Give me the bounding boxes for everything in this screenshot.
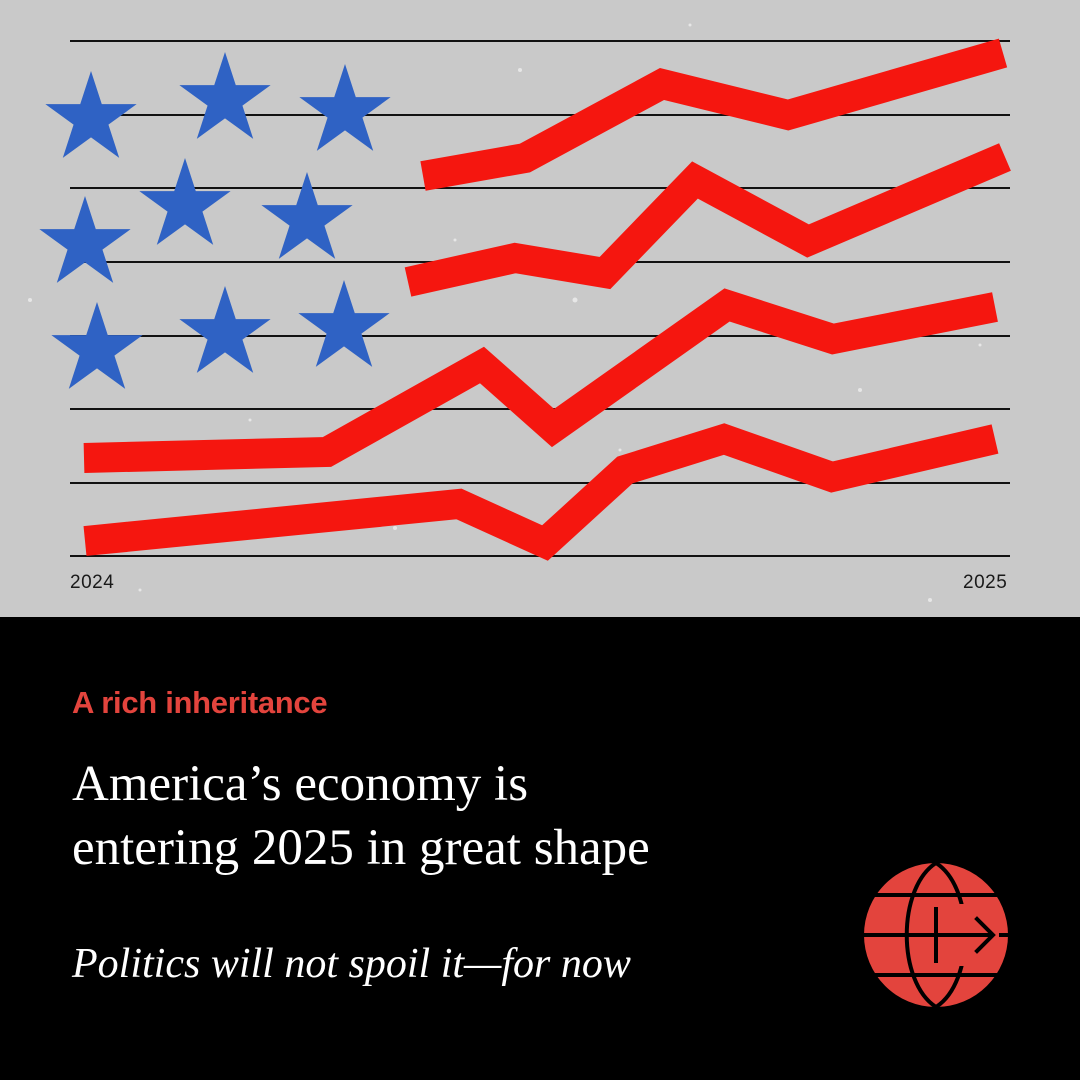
stripe-line (420, 38, 1008, 191)
globe-arrow-icon[interactable] (863, 861, 1009, 1009)
star-icon (45, 71, 137, 158)
star-icon (179, 52, 271, 139)
article-subheadline: Politics will not spoil it—for now (72, 941, 631, 987)
star-icon (179, 286, 271, 373)
flag-chart-illustration: 2024 2025 (0, 0, 1080, 617)
star-icon (261, 172, 353, 259)
axis-end-label: 2025 (963, 572, 1008, 593)
stars (39, 52, 391, 389)
texture-speckles (28, 23, 982, 602)
flag-chart-svg (28, 23, 1011, 602)
article-rubric: A rich inheritance (72, 685, 328, 720)
star-icon (51, 302, 143, 389)
star-icon (39, 196, 131, 283)
stripe-line (83, 423, 999, 561)
star-icon (299, 64, 391, 151)
caption-panel (0, 617, 1080, 1080)
headline-line: America’s economy is (72, 756, 529, 812)
headline-line: entering 2025 in great shape (72, 820, 650, 876)
star-icon (139, 158, 231, 245)
article-headline[interactable]: America’s economy is entering 2025 in gr… (72, 752, 872, 880)
stripe-lines (83, 38, 1011, 561)
stripe-line (83, 288, 998, 473)
star-icon (298, 280, 390, 367)
globe-arrow-svg (863, 861, 1009, 1009)
stripe-line (404, 143, 1011, 297)
axis-start-label: 2024 (70, 572, 115, 593)
